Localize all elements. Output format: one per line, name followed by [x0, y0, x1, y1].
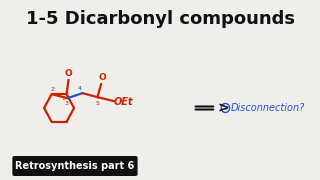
Text: Retrosynthesis part 6: Retrosynthesis part 6 [15, 161, 135, 171]
Text: 1: 1 [223, 105, 227, 111]
Text: 1-5 Dicarbonyl compounds: 1-5 Dicarbonyl compounds [26, 10, 294, 28]
Text: 1: 1 [61, 96, 65, 101]
Text: O: O [98, 73, 106, 82]
Text: OEt: OEt [114, 97, 133, 107]
Text: >: > [218, 101, 229, 115]
FancyBboxPatch shape [12, 156, 138, 176]
Text: 5: 5 [95, 101, 99, 106]
Text: 2: 2 [51, 87, 54, 92]
Text: Disconnection?: Disconnection? [231, 103, 305, 113]
Text: 4: 4 [78, 86, 82, 91]
Text: O: O [65, 69, 72, 78]
Text: 3: 3 [65, 101, 68, 106]
